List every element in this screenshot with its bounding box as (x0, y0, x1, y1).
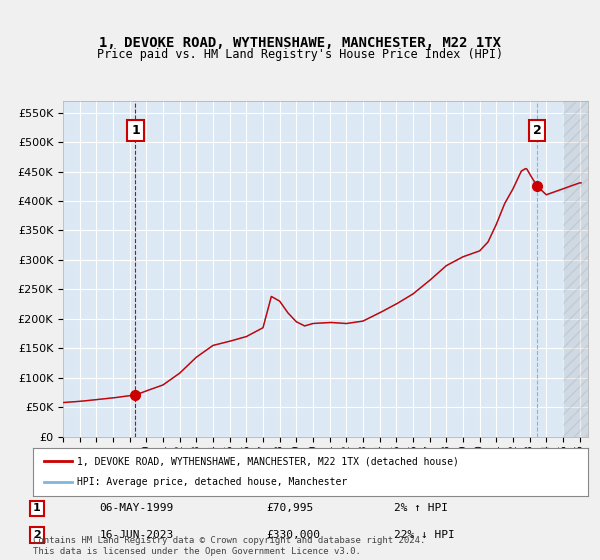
Text: 16-JUN-2023: 16-JUN-2023 (100, 530, 174, 540)
Text: 2: 2 (33, 530, 41, 540)
Text: 2: 2 (533, 124, 542, 137)
Text: £330,000: £330,000 (266, 530, 320, 540)
Text: 1: 1 (131, 124, 140, 137)
Text: 22% ↓ HPI: 22% ↓ HPI (394, 530, 455, 540)
Text: £70,995: £70,995 (266, 503, 313, 514)
Text: 2% ↑ HPI: 2% ↑ HPI (394, 503, 448, 514)
Text: 1, DEVOKE ROAD, WYTHENSHAWE, MANCHESTER, M22 1TX (detached house): 1, DEVOKE ROAD, WYTHENSHAWE, MANCHESTER,… (77, 456, 459, 466)
Text: 06-MAY-1999: 06-MAY-1999 (100, 503, 174, 514)
Text: HPI: Average price, detached house, Manchester: HPI: Average price, detached house, Manc… (77, 477, 347, 487)
Text: 1, DEVOKE ROAD, WYTHENSHAWE, MANCHESTER, M22 1TX: 1, DEVOKE ROAD, WYTHENSHAWE, MANCHESTER,… (99, 36, 501, 50)
Text: Contains HM Land Registry data © Crown copyright and database right 2024.
This d: Contains HM Land Registry data © Crown c… (33, 536, 425, 556)
Text: 1: 1 (33, 503, 41, 514)
Text: Price paid vs. HM Land Registry's House Price Index (HPI): Price paid vs. HM Land Registry's House … (97, 48, 503, 60)
